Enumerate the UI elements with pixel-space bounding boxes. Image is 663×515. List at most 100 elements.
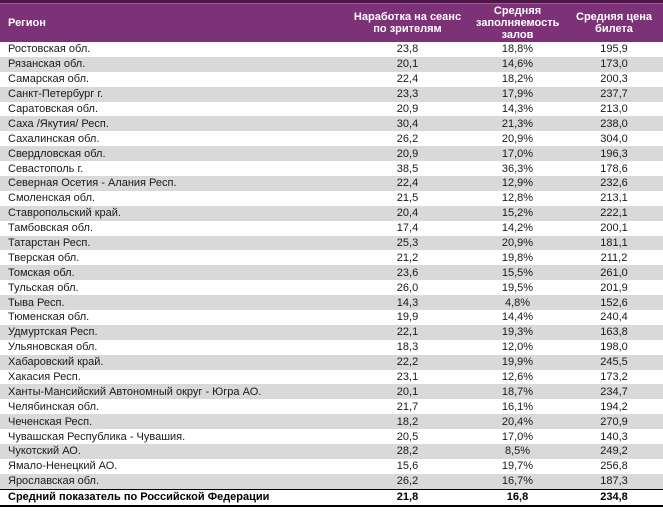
ticket-price-cell: 140,3 <box>600 430 628 443</box>
region-cell: Тверская обл. <box>8 251 80 264</box>
sessions-per-viewer-cell: 18,3 <box>396 341 419 354</box>
occupancy-cell: 16,1% <box>501 400 534 413</box>
column-header-sessions-per-viewer: Наработка на сеанс по зрителям <box>345 0 470 42</box>
table-body: Ростовская обл. 23,8 18,8% 195,9 Рязанская о… <box>0 42 663 507</box>
occupancy-cell: 4,8% <box>470 295 565 311</box>
region-cell: Ханты-Мансийский Автономный округ - Югра… <box>0 384 345 400</box>
sessions-per-viewer-cell: 20,1 <box>345 384 470 400</box>
sessions-per-viewer-cell: 20,4 <box>345 205 470 221</box>
region-cell: Чукотский АО. <box>0 444 345 459</box>
ticket-price-cell: 187,3 <box>565 473 663 490</box>
sessions-per-viewer-cell: 20,5 <box>396 430 419 443</box>
table-row: Свердловская обл. 20,9 17,0% 196,3 <box>0 146 663 162</box>
occupancy-cell: 20,4% <box>470 414 565 430</box>
occupancy-cell: 20,9% <box>501 132 534 145</box>
region-cell: Тамбовская обл. <box>8 222 94 235</box>
column-header-occupancy: Средняя заполняемость залов <box>470 0 565 42</box>
table-row: Чувашская Республика - Чувашия. 20,5 17,0%… <box>0 429 663 444</box>
occupancy-cell: 17,0% <box>470 146 565 162</box>
occupancy-cell: 15,2% <box>470 205 565 221</box>
region-cell: Татарстан Респ. <box>0 235 345 251</box>
table-row: Челябинская обл. 21,7 16,1% 194,2 <box>0 399 663 414</box>
ticket-price-cell: 178,6 <box>600 162 628 175</box>
region-cell: Ульяновская обл. <box>8 341 98 354</box>
ticket-price-cell: 201,9 <box>600 281 628 294</box>
sessions-per-viewer-cell: 22,2 <box>345 354 470 370</box>
sessions-per-viewer-cell: 22,4 <box>345 176 470 191</box>
region-cell: Челябинская обл. <box>8 400 100 413</box>
occupancy-cell: 15,5% <box>470 265 565 281</box>
sessions-per-viewer-cell: 17,4 <box>396 222 419 235</box>
table-row: Севастополь г. 38,5 36,3% 178,6 <box>0 161 663 176</box>
table-row: Ставропольский край. 20,4 15,2% 222,1 <box>0 205 663 221</box>
summary-label: Средний показатель по Российской Федерац… <box>0 488 345 507</box>
region-cell: Смоленская обл. <box>8 192 96 205</box>
ticket-price-cell: 194,2 <box>600 400 628 413</box>
ticket-price-cell: 200,3 <box>600 73 628 86</box>
table-row: Северная Осетия - Алания Респ. 22,4 12,9% 2… <box>0 176 663 191</box>
ticket-price-cell: 195,9 <box>600 43 628 56</box>
occupancy-cell: 21,3% <box>470 116 565 132</box>
ticket-price-cell: 198,0 <box>600 341 628 354</box>
region-cell: Хабаровский край. <box>0 354 345 370</box>
region-cell: Ростовская обл. <box>8 43 91 56</box>
ticket-price-cell: 173,2 <box>600 371 628 384</box>
region-cell: Томская обл. <box>0 265 345 281</box>
table-row: Тыва Респ. 14,3 4,8% 152,6 <box>0 295 663 311</box>
ticket-price-cell: 304,0 <box>600 132 628 145</box>
region-cell: Удмуртская Респ. <box>0 324 345 340</box>
table-row: Тульская обл. 26,0 19,5% 201,9 <box>0 280 663 295</box>
sessions-per-viewer-cell: 22,4 <box>396 73 419 86</box>
header-row: Регион Наработка на сеанс по зрителям Ср… <box>0 0 663 42</box>
sessions-per-viewer-cell: 26,2 <box>396 132 419 145</box>
ticket-price-cell: 245,5 <box>565 354 663 370</box>
ticket-price-cell: 213,0 <box>600 103 628 115</box>
sessions-per-viewer-cell: 20,9 <box>345 146 470 162</box>
sessions-per-viewer-cell: 22,1 <box>345 324 470 340</box>
sessions-per-viewer-cell: 21,7 <box>396 400 419 413</box>
summary-sessions-value: 21,8 <box>345 488 470 507</box>
sessions-per-viewer-cell: 26,2 <box>345 473 470 490</box>
table-row: Татарстан Респ. 25,3 20,9% 181,1 <box>0 235 663 251</box>
table-row: Ярославская обл. 26,2 16,7% 187,3 <box>0 473 663 490</box>
table-row: Саха /Якутия/ Респ. 30,4 21,3% 238,0 <box>0 116 663 132</box>
table-row: Томская обл. 23,6 15,5% 261,0 <box>0 265 663 281</box>
occupancy-cell: 19,3% <box>470 324 565 340</box>
region-cell: Северная Осетия - Алания Респ. <box>0 176 345 191</box>
occupancy-cell: 19,9% <box>470 354 565 370</box>
ticket-price-cell: 234,7 <box>565 384 663 400</box>
ticket-price-cell: 173,0 <box>565 56 663 72</box>
occupancy-cell: 19,5% <box>501 281 534 294</box>
occupancy-cell: 14,2% <box>501 222 534 235</box>
sessions-per-viewer-cell: 23,6 <box>345 265 470 281</box>
occupancy-cell: 12,0% <box>501 341 534 354</box>
sessions-per-viewer-cell: 20,1 <box>345 56 470 72</box>
ticket-price-cell: 196,3 <box>565 146 663 162</box>
table-row: Рязанская обл. 20,1 14,6% 173,0 <box>0 56 663 72</box>
occupancy-cell: 20,9% <box>470 235 565 251</box>
sessions-per-viewer-cell: 21,5 <box>396 192 419 205</box>
table-row: Хакасия Респ. 23,1 12,6% 173,2 <box>0 370 663 385</box>
occupancy-cell: 16,7% <box>470 473 565 490</box>
ticket-price-cell: 270,9 <box>565 414 663 430</box>
sessions-per-viewer-cell: 14,3 <box>345 295 470 311</box>
column-header-ticket-price: Средняя цена билета <box>565 0 663 42</box>
ticket-price-cell: 181,1 <box>565 235 663 251</box>
ticket-price-cell: 240,4 <box>600 311 628 324</box>
region-cell: Тыва Респ. <box>0 295 345 311</box>
region-cell: Рязанская обл. <box>0 56 345 72</box>
sessions-per-viewer-cell: 15,6 <box>396 460 419 473</box>
table-row: Чукотский АО. 28,2 8,5% 249,2 <box>0 444 663 459</box>
table-header: Регион Наработка на сеанс по зрителям Ср… <box>0 0 663 42</box>
occupancy-cell: 12,6% <box>501 371 534 384</box>
region-cell: Саратовская обл. <box>8 103 99 115</box>
table-row: Саратовская обл. 20,9 14,3% 213,0 <box>0 102 663 117</box>
summary-row: Средний показатель по Российской Федерац… <box>0 488 663 507</box>
sessions-per-viewer-cell: 20,9 <box>396 103 419 115</box>
ticket-price-cell: 232,6 <box>565 176 663 191</box>
region-cell: Ставропольский край. <box>0 205 345 221</box>
occupancy-cell: 19,7% <box>501 460 534 473</box>
occupancy-cell: 18,2% <box>501 73 534 86</box>
sessions-per-viewer-cell: 23,1 <box>396 371 419 384</box>
summary-price-value: 234,8 <box>565 488 663 507</box>
